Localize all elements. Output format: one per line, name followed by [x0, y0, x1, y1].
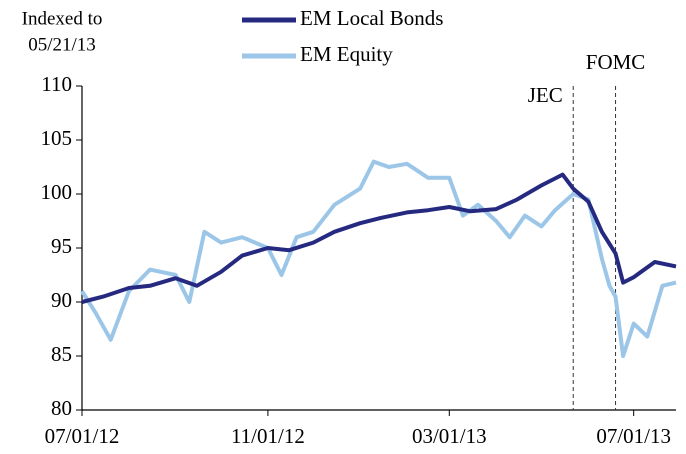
annotation-label: FOMC: [586, 50, 646, 74]
y-tick-label: 100: [41, 180, 73, 204]
y-tick-label: 95: [51, 234, 72, 258]
x-tick-label: 11/01/12: [231, 424, 305, 448]
y-tick-label: 105: [41, 126, 73, 150]
line-series: [80, 159, 677, 358]
x-tick-label: 03/01/13: [412, 424, 487, 448]
y-tick-label: 80: [51, 396, 72, 420]
x-tick-label: 07/01/12: [45, 424, 120, 448]
y-tick-label: 85: [51, 342, 72, 366]
y-axis-label: Indexed to: [22, 8, 103, 29]
y-tick-label: 90: [51, 288, 72, 312]
line-series: [81, 172, 677, 304]
legend-label: EM Local Bonds: [300, 6, 443, 30]
annotation-label: JEC: [528, 83, 563, 107]
legend-label: EM Equity: [300, 42, 393, 66]
x-tick-label: 07/01/13: [596, 424, 671, 448]
y-axis-label: 05/21/13: [28, 34, 96, 55]
y-tick-label: 110: [41, 72, 72, 96]
